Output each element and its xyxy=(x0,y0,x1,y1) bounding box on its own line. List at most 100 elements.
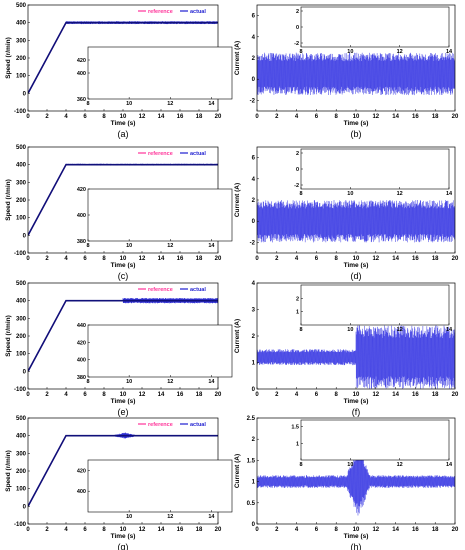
actual-series-trend xyxy=(28,434,218,507)
inset-axis-ytick-label: 2 xyxy=(296,9,299,15)
main-axis-ytick-label: -100 xyxy=(14,522,27,528)
main-axis-xtick-label: 0 xyxy=(255,527,259,533)
main-axis-xtick-label: 14 xyxy=(158,392,165,398)
legend: reference actual xyxy=(138,287,206,293)
inset-axis-ytick-label: 1 xyxy=(296,310,299,316)
main-axis-xtick-label: 0 xyxy=(26,114,30,120)
subplot-label: (b) xyxy=(351,129,362,139)
main-axis-xtick-label: 14 xyxy=(158,256,165,262)
main-axis-ytick-label: 400 xyxy=(16,299,27,305)
inset-axis-xtick-label: 10 xyxy=(347,327,353,333)
main-axis-xtick-label: 14 xyxy=(392,114,399,120)
main-axis-xtick-label: 14 xyxy=(392,392,399,398)
main-axis-ytick-label: 2.5 xyxy=(247,416,256,422)
main-axis-xtick-label: 8 xyxy=(335,256,339,262)
main-axis-xtick-label: 10 xyxy=(120,392,127,398)
inset-axis-ytick-label: 420 xyxy=(77,340,86,346)
legend-label-actual: actual xyxy=(190,9,206,15)
inset-axis-xtick-label: 12 xyxy=(167,101,173,107)
main-axis-xtick-label: 12 xyxy=(372,527,379,533)
main-axis-ytick-label: 200 xyxy=(16,469,27,475)
main-axis-xtick-label: 4 xyxy=(295,392,299,398)
main-axis-ytick-label: 0 xyxy=(23,91,27,97)
main-axis-xtick-label: 20 xyxy=(452,114,459,120)
main-axis-ytick-label: 0 xyxy=(252,77,256,83)
main-axis-ytick-label: 0 xyxy=(23,233,27,239)
y-axis-label: Speed (r/min) xyxy=(5,37,12,79)
main-axis-xtick-label: 2 xyxy=(45,256,49,262)
main-axis-ytick-label: 2 xyxy=(252,334,256,340)
main-axis-xtick-label: 18 xyxy=(432,114,439,120)
actual-series-line xyxy=(257,52,455,96)
actual-series-trend xyxy=(28,163,218,236)
legend-label-actual: actual xyxy=(190,422,206,428)
main-axis-ytick-label: 0 xyxy=(252,522,256,528)
main-axis-xtick-label: 16 xyxy=(412,527,419,533)
main-axis-xtick-label: 16 xyxy=(412,256,419,262)
legend-label-actual: actual xyxy=(190,151,206,157)
main-axis-xtick-label: 16 xyxy=(177,256,184,262)
inset-axis-xtick-label: 10 xyxy=(126,101,132,107)
inset-axis-xtick-label: 14 xyxy=(446,462,453,468)
inset-axis-xtick-label: 14 xyxy=(208,101,215,107)
plot-area xyxy=(28,21,218,95)
main-axis-ytick-label: 200 xyxy=(16,334,27,340)
main-axis-xtick-label: 14 xyxy=(392,256,399,262)
main-axis-xtick-label: 16 xyxy=(412,392,419,398)
main-axis-xtick-label: 12 xyxy=(139,256,146,262)
inset-axis-xtick-label: 12 xyxy=(397,49,403,55)
main-axis-xtick-label: 2 xyxy=(275,114,279,120)
main-axis-ytick-label: 1 xyxy=(252,361,256,367)
main-axis-xtick-label: 6 xyxy=(315,114,319,120)
subplot-label: (g) xyxy=(118,542,129,550)
main-axis-ytick-label: 1.5 xyxy=(247,458,256,464)
main-axis-ytick-label: 100 xyxy=(16,216,27,222)
x-axis-label: Time (s) xyxy=(344,120,369,127)
main-axis-xtick-label: 12 xyxy=(139,114,146,120)
legend-label-reference: reference xyxy=(148,422,173,428)
inset-axis-xtick-label: 14 xyxy=(208,379,215,385)
inset-axis-ytick-label: 380 xyxy=(77,375,86,381)
main-axis-xtick-label: 8 xyxy=(335,392,339,398)
inset: 8 10 12 14 360 400 420 xyxy=(77,46,233,107)
actual-series-line xyxy=(257,325,455,389)
x-axis-label: Time (s) xyxy=(111,398,136,405)
subplot-label: (c) xyxy=(118,271,129,281)
inset: 10 12 14 400 420 xyxy=(77,459,233,520)
main-axis-xtick-label: 10 xyxy=(120,114,127,120)
main-axis-xtick-label: 4 xyxy=(64,256,68,262)
inset: 8 10 12 14 -2 0 2 xyxy=(294,6,453,55)
inset-axis-xtick-label: 10 xyxy=(347,49,353,55)
main-axis-xtick-label: 20 xyxy=(215,114,222,120)
inset-axis-xtick-label: 8 xyxy=(299,462,302,468)
main-axis-xtick-label: 8 xyxy=(335,527,339,533)
main-axis-xtick-label: 10 xyxy=(353,256,360,262)
main-axis-xtick-label: 4 xyxy=(295,114,299,120)
plot-area xyxy=(257,52,455,96)
inset: 8 10 12 14 380 400 420 440 xyxy=(77,323,233,385)
main-axis-xtick-label: 18 xyxy=(196,256,203,262)
main-axis-xtick-label: 10 xyxy=(353,392,360,398)
main-axis-ytick-label: 4 xyxy=(252,281,256,287)
main-axis-xtick-label: 18 xyxy=(432,527,439,533)
main-axis-xtick-label: 6 xyxy=(83,527,87,533)
main-axis-xtick-label: 16 xyxy=(177,527,184,533)
inset-axis-frame xyxy=(300,6,450,48)
main-axis-ytick-label: 300 xyxy=(16,451,27,457)
main-axis-xtick-label: 6 xyxy=(315,256,319,262)
inset-axis-xtick-label: 14 xyxy=(446,191,453,197)
actual-series-trend xyxy=(28,21,218,94)
main-axis-xtick-label: 2 xyxy=(45,114,49,120)
y-axis-label: Speed (r/min) xyxy=(5,315,12,357)
legend: reference actual xyxy=(138,151,206,157)
main-axis-xtick-label: 4 xyxy=(295,256,299,262)
inset-axis-ytick-label: 1 xyxy=(296,441,299,447)
main-axis-ytick-label: -2 xyxy=(250,240,256,246)
inset-axis-xtick-label: 10 xyxy=(347,191,353,197)
inset-axis-ytick-label: 0 xyxy=(296,25,299,31)
plot-area xyxy=(28,163,218,236)
